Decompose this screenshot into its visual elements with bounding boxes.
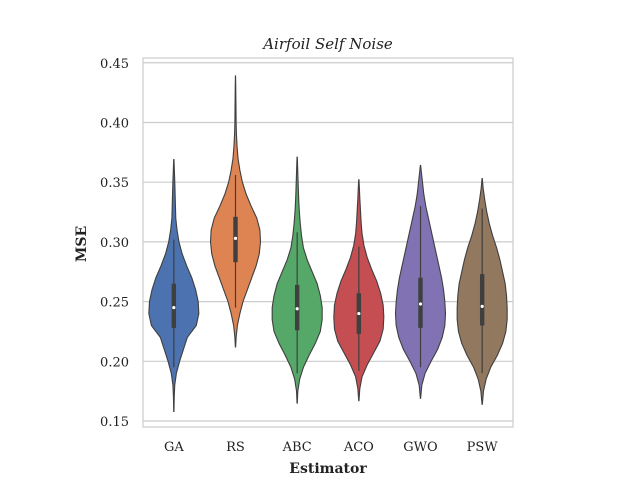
violin-median xyxy=(295,307,299,311)
x-tick-label: ABC xyxy=(282,440,312,455)
violin-abc xyxy=(271,156,323,404)
violin-aco xyxy=(333,179,385,402)
violin-iqr-box xyxy=(171,283,177,328)
x-tick-label: PSW xyxy=(467,440,499,455)
y-tick-label: 0.25 xyxy=(100,296,129,311)
x-tick-label: ACO xyxy=(343,440,374,455)
gridlines xyxy=(143,62,513,422)
violin-median xyxy=(233,236,238,240)
x-tick-label: GWO xyxy=(403,440,437,455)
x-tick-labels: GA RS ABC ACO GWO PSW xyxy=(164,440,498,455)
y-tick-label: 0.20 xyxy=(100,355,129,370)
violin-median xyxy=(480,304,484,308)
violin-median xyxy=(172,305,176,310)
y-tick-label: 0.45 xyxy=(100,57,129,72)
violin-iqr-box xyxy=(479,274,485,326)
violin-median xyxy=(418,302,423,306)
x-axis-label: Estimator xyxy=(289,461,367,477)
y-tick-label: 0.40 xyxy=(100,116,129,131)
y-tick-label: 0.30 xyxy=(100,236,129,251)
y-axis-label: MSE xyxy=(74,226,90,262)
violin-median xyxy=(357,311,361,316)
x-tick-label: RS xyxy=(226,440,245,455)
y-tick-label: 0.35 xyxy=(100,176,129,191)
violin-gwo xyxy=(394,164,447,399)
violin-rs xyxy=(209,75,262,348)
y-tick-labels: 0.15 0.20 0.25 0.30 0.35 0.40 0.45 xyxy=(100,57,129,430)
violins xyxy=(148,75,508,413)
plot-frame xyxy=(142,57,514,428)
x-tick-label: GA xyxy=(164,440,184,455)
chart-title: Airfoil Self Noise xyxy=(261,35,393,53)
y-tick-label: 0.15 xyxy=(100,415,129,430)
violin-ga xyxy=(148,158,200,413)
violin-psw xyxy=(456,178,508,405)
